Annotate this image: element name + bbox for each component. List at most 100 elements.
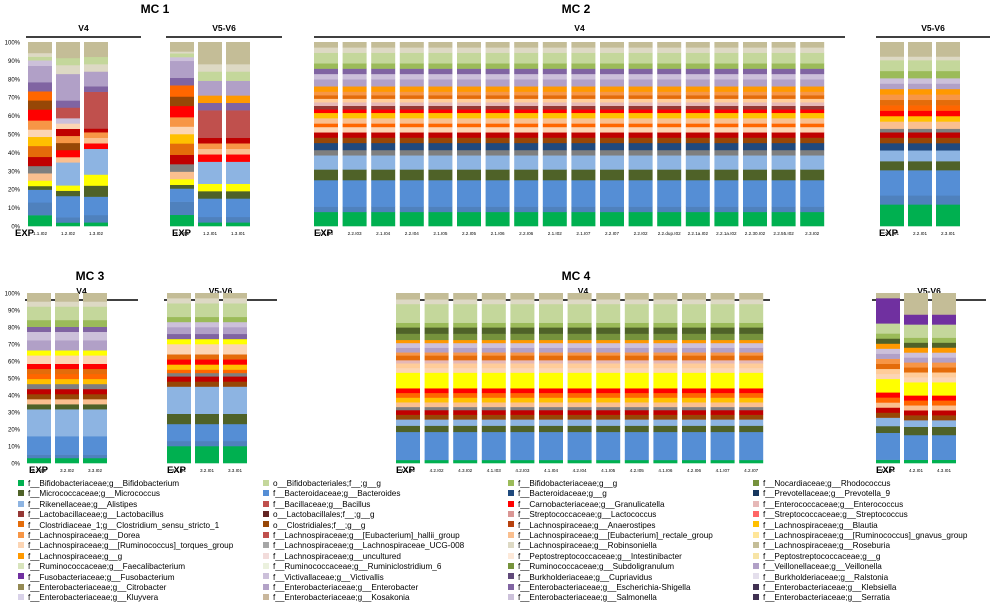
bar-segment — [428, 95, 453, 99]
bar-segment — [743, 132, 767, 138]
bar-segment — [510, 342, 535, 348]
bar-segment — [510, 372, 535, 389]
bar-segment — [195, 446, 219, 464]
bar-segment — [399, 63, 424, 69]
bar-segment — [510, 388, 535, 394]
legend-label: f__Enterobacteriaceae;g__Klebsiella — [763, 583, 897, 592]
bar-segment — [567, 392, 592, 398]
legend-swatch — [263, 479, 269, 486]
bar-segment — [195, 372, 219, 377]
bar-segment — [539, 372, 563, 389]
bar-segment — [424, 352, 449, 356]
bar-segment — [84, 91, 108, 129]
bar-segment — [800, 149, 825, 156]
bar-segment — [83, 350, 107, 356]
bar-segment — [624, 347, 649, 353]
bar-segment — [657, 123, 682, 128]
bar-segment — [657, 206, 682, 213]
bar-segment — [657, 180, 682, 207]
bar-segment — [485, 68, 510, 75]
bar-segment — [567, 363, 592, 369]
stacked-bar — [908, 42, 932, 227]
bar-segment — [771, 180, 796, 207]
bar-segment — [428, 68, 453, 75]
bar-segment — [653, 406, 678, 411]
bar-segment — [880, 170, 904, 196]
sample-label: 2.2.1a.I02 — [688, 231, 709, 236]
bar-segment — [198, 161, 222, 184]
bar-segment — [571, 132, 596, 138]
bar-segment — [481, 342, 506, 348]
bar-segment — [342, 95, 367, 99]
bar-segment — [710, 419, 735, 426]
bar-segment — [83, 363, 107, 370]
bar-segment — [685, 86, 710, 92]
bar-segment — [55, 293, 79, 302]
bar-segment — [936, 132, 960, 138]
legend-entry: f__Rikenellaceae;g__Alistipes — [18, 499, 137, 510]
bar-segment — [170, 154, 194, 165]
bar-segment — [932, 410, 956, 416]
sample-label: 3.3.I02 — [88, 468, 102, 473]
bar-segment — [396, 342, 420, 348]
bar-segment — [571, 102, 596, 106]
bar-segment — [485, 102, 510, 106]
legend-label: f__Bacteroidaceae;g__g — [518, 489, 607, 499]
legend-swatch — [18, 563, 24, 570]
bar-segment — [932, 342, 956, 348]
sample-label: 2.1.I07 — [576, 231, 590, 236]
sample-label: 1.2.I02 — [61, 231, 75, 236]
bar-segment — [167, 327, 191, 335]
bar-segment — [571, 155, 596, 170]
bar-segment — [571, 52, 596, 64]
bar-segment — [424, 409, 449, 415]
legend-label: f__Enterobacteriaceae;g__Kosakonia — [273, 593, 410, 603]
bar-segment — [514, 86, 539, 92]
bar-segment — [223, 369, 247, 374]
bar-segment — [904, 337, 928, 343]
bar-segment — [27, 393, 51, 400]
bar-segment — [936, 161, 960, 171]
bar-segment — [936, 70, 960, 79]
bar-segment — [170, 96, 194, 107]
bar-segment — [542, 123, 567, 128]
bar-segment — [571, 47, 596, 53]
bar-segment — [485, 105, 510, 110]
bar-segment — [624, 392, 649, 398]
bar-segment — [27, 404, 51, 410]
bar-segment — [542, 47, 567, 53]
bar-segment — [485, 149, 510, 156]
bar-segment — [28, 129, 52, 138]
bar-segment — [542, 180, 567, 207]
bar-segment — [567, 431, 592, 461]
bar-segment — [27, 331, 51, 341]
bar-segment — [743, 52, 767, 64]
legend-label: f__Lachnospiraceae;g__Anaerostipes — [518, 520, 656, 530]
bar-segment — [170, 105, 194, 118]
y-tick-label: 40% — [8, 151, 21, 157]
stacked-bar — [653, 293, 678, 464]
exp-label: EXP — [314, 228, 334, 239]
bar-segment — [624, 322, 649, 328]
bar-segment — [457, 132, 481, 138]
bar-segment — [424, 293, 449, 300]
bar-segment — [514, 42, 539, 48]
bar-segment — [567, 303, 592, 323]
bar-segment — [27, 306, 51, 321]
bar-segment — [453, 402, 478, 408]
bar-segment — [56, 217, 80, 223]
bar-segment — [399, 105, 424, 110]
bar-segment — [539, 363, 563, 369]
legend-label: f__Fusobacteriaceae;g__Fusobacterium — [28, 572, 175, 582]
chart-title: MC 4 — [562, 269, 591, 283]
legend-swatch — [18, 479, 24, 486]
group-header-label: V5-V6 — [921, 23, 945, 33]
bar-segment — [714, 118, 739, 124]
bar-segment — [84, 222, 108, 227]
bar-segment — [682, 397, 706, 403]
bar-segment — [600, 98, 624, 103]
bar-segment — [904, 372, 928, 378]
bar-segment — [657, 105, 682, 110]
bar-segment — [167, 303, 191, 318]
